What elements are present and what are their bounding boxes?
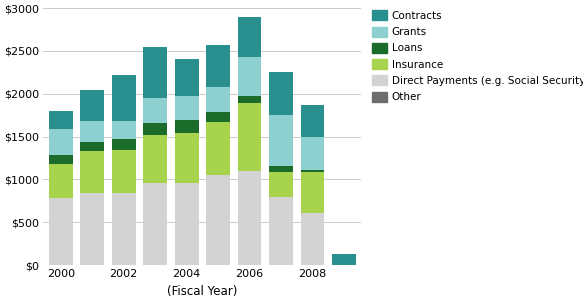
Bar bbox=[175, 120, 199, 133]
Bar bbox=[269, 197, 293, 265]
Bar bbox=[206, 45, 230, 87]
Bar bbox=[206, 87, 230, 112]
X-axis label: (Fiscal Year): (Fiscal Year) bbox=[167, 285, 238, 298]
Bar bbox=[49, 198, 72, 265]
Bar bbox=[238, 171, 262, 265]
Bar bbox=[238, 17, 262, 57]
Bar bbox=[175, 133, 199, 183]
Bar bbox=[112, 150, 136, 193]
Bar bbox=[206, 112, 230, 122]
Bar bbox=[112, 75, 136, 121]
Bar bbox=[143, 47, 167, 98]
Bar bbox=[206, 175, 230, 265]
Bar bbox=[80, 142, 104, 151]
Bar bbox=[80, 90, 104, 121]
Bar bbox=[301, 170, 325, 172]
Bar bbox=[49, 155, 72, 164]
Bar bbox=[175, 183, 199, 265]
Bar bbox=[80, 151, 104, 193]
Bar bbox=[269, 115, 293, 166]
Bar bbox=[80, 193, 104, 265]
Bar bbox=[80, 121, 104, 142]
Bar bbox=[175, 59, 199, 95]
Bar bbox=[143, 135, 167, 183]
Bar bbox=[269, 72, 293, 115]
Bar bbox=[332, 254, 356, 265]
Bar bbox=[143, 183, 167, 265]
Bar bbox=[269, 172, 293, 197]
Bar bbox=[49, 111, 72, 129]
Bar bbox=[112, 139, 136, 150]
Bar bbox=[206, 122, 230, 175]
Bar bbox=[143, 123, 167, 135]
Bar bbox=[112, 121, 136, 139]
Bar bbox=[301, 105, 325, 137]
Bar bbox=[269, 166, 293, 172]
Bar bbox=[301, 172, 325, 213]
Bar bbox=[301, 137, 325, 170]
Bar bbox=[143, 98, 167, 123]
Bar bbox=[112, 193, 136, 265]
Bar bbox=[175, 95, 199, 120]
Bar bbox=[238, 103, 262, 171]
Legend: Contracts, Grants, Loans, Insurance, Direct Payments (e.g. Social Security), Oth: Contracts, Grants, Loans, Insurance, Dir… bbox=[370, 8, 583, 104]
Bar bbox=[301, 213, 325, 265]
Bar bbox=[49, 129, 72, 155]
Bar bbox=[238, 96, 262, 103]
Bar bbox=[49, 164, 72, 198]
Bar bbox=[238, 57, 262, 96]
